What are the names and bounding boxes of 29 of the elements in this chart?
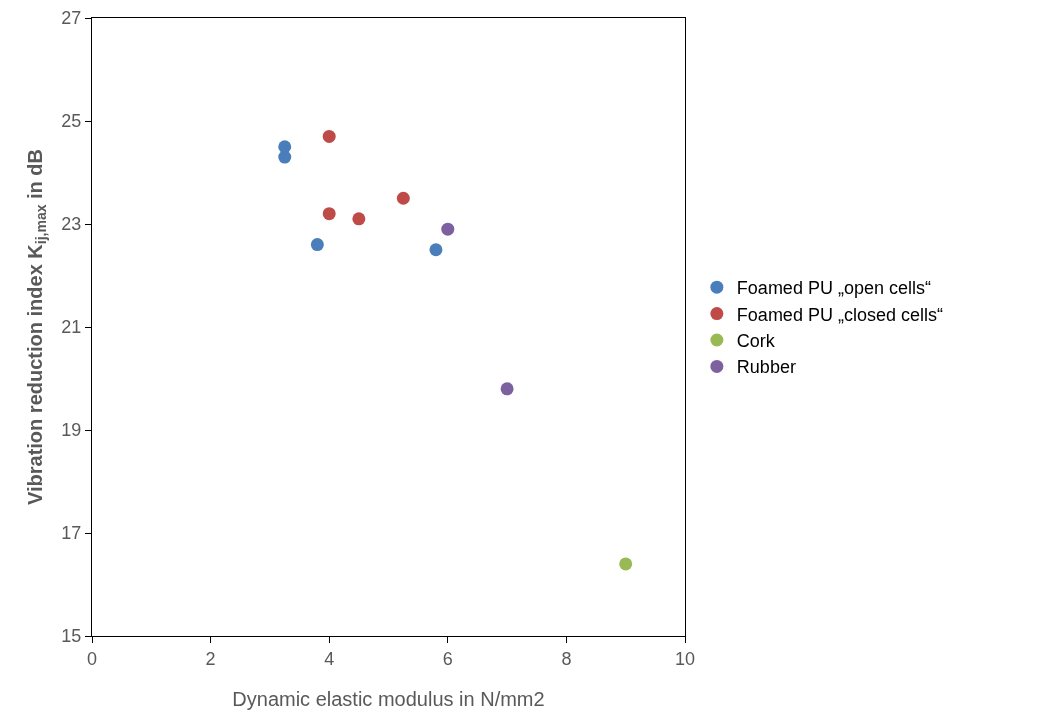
x-tick-label: 8 [561, 648, 572, 669]
point [278, 150, 292, 164]
point [310, 238, 324, 252]
point [441, 222, 455, 236]
x-tick-label: 4 [324, 648, 335, 669]
point [322, 129, 336, 143]
point [278, 140, 292, 154]
y-tick-label: 25 [61, 111, 82, 132]
point [352, 212, 366, 226]
legend-label: Cork [736, 331, 776, 352]
x-tick-label: 0 [86, 648, 98, 669]
legend-label: Rubber [736, 357, 796, 378]
x-axis-title: Dynamic elastic modulus in N/mm2 [232, 688, 545, 710]
point [322, 207, 336, 221]
y-tick-label: 21 [61, 317, 82, 338]
point [619, 557, 633, 571]
point [429, 243, 443, 257]
y-tick-label: 27 [61, 8, 82, 29]
x-tick-label: 10 [674, 648, 696, 669]
y-tick-label: 17 [61, 523, 82, 544]
legend-label: Foamed PU „closed cells“ [736, 304, 943, 325]
x-tick-label: 2 [205, 648, 216, 669]
y-tick-label: 23 [61, 214, 82, 235]
y-tick-label: 19 [61, 420, 82, 441]
x-tick-label: 6 [442, 648, 453, 669]
point [500, 382, 514, 396]
y-tick-label: 15 [61, 626, 82, 647]
legend-label: Foamed PU „open cells“ [736, 278, 931, 299]
point [396, 191, 410, 205]
